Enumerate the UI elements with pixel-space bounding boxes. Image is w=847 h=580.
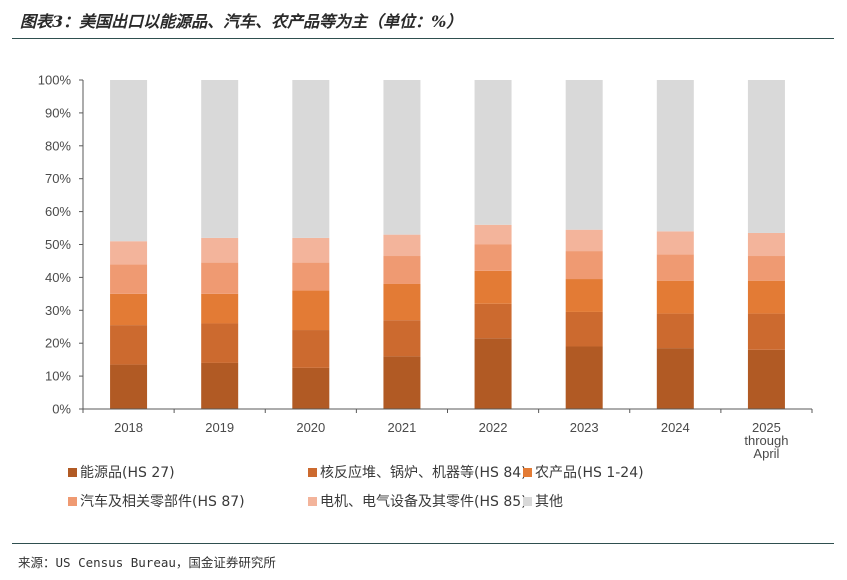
bar-segment — [656, 254, 694, 281]
legend-label: 汽车及相关零部件(HS 87) — [80, 494, 245, 510]
y-tick-label: 100% — [38, 73, 72, 88]
bar-segment — [747, 80, 785, 233]
y-tick-label: 60% — [45, 204, 71, 219]
legend-swatch — [68, 467, 77, 477]
legend-swatch — [523, 467, 532, 477]
y-tick-label: 80% — [45, 138, 71, 153]
legend-item: 汽车及相关零部件(HS 87) — [68, 491, 245, 511]
x-tick-label: 2022 — [479, 420, 508, 435]
bar-segment — [201, 80, 239, 238]
bar-segment — [565, 311, 603, 347]
bar-segment — [292, 262, 330, 291]
legend-label: 核反应堆、锅炉、机器等(HS 84) — [320, 465, 527, 481]
bar-segment — [565, 346, 603, 409]
bar-segment — [656, 80, 694, 232]
bar-segment — [383, 256, 421, 284]
x-tick-label: April — [753, 446, 779, 461]
y-tick-label: 20% — [45, 336, 71, 351]
bar-segment — [747, 313, 785, 350]
legend-item: 电机、电气设备及其零件(HS 85) — [308, 491, 527, 511]
bar-segment — [292, 80, 330, 238]
bar-segment — [201, 323, 239, 363]
y-tick-label: 90% — [45, 105, 71, 120]
bar-segment — [201, 293, 239, 324]
bar-segment — [565, 229, 603, 252]
x-tick-label: 2021 — [387, 420, 416, 435]
legend-label: 其他 — [535, 494, 563, 510]
bar-segment — [292, 290, 330, 331]
legend-label: 能源品(HS 27) — [80, 465, 175, 481]
bar-segment — [201, 237, 239, 263]
legend-swatch — [68, 496, 77, 506]
bar-segment — [110, 364, 148, 409]
bar-segment — [656, 280, 694, 314]
y-tick-label: 50% — [45, 237, 71, 252]
bar-segment — [110, 293, 148, 326]
x-tick-label: 2018 — [114, 420, 143, 435]
bar-segment — [383, 234, 421, 257]
legend-item: 其他 — [523, 491, 563, 511]
bar-segment — [383, 80, 421, 235]
bar-segment — [110, 241, 148, 265]
chart-title: 图表3：美国出口以能源品、汽车、农产品等为主（单位：%） — [20, 12, 463, 31]
legend-item: 核反应堆、锅炉、机器等(HS 84) — [308, 462, 527, 482]
x-tick-label: 2023 — [570, 420, 599, 435]
bar-segment — [565, 80, 603, 230]
bar-segment — [747, 232, 785, 257]
x-tick-label: 2019 — [205, 420, 234, 435]
bar-segment — [383, 356, 421, 409]
x-tick-label: 2020 — [296, 420, 325, 435]
y-tick-label: 0% — [52, 402, 71, 417]
legend-swatch — [523, 496, 532, 506]
bar-segment — [474, 80, 512, 225]
legend-swatch — [308, 496, 317, 506]
bar-segment — [474, 270, 512, 304]
legend-label: 电机、电气设备及其零件(HS 85) — [320, 494, 527, 510]
bar-segment — [292, 237, 330, 263]
bar-segment — [474, 224, 512, 245]
bar-segment — [110, 325, 148, 365]
bar-segment — [565, 251, 603, 280]
x-tick-label: 2024 — [661, 420, 690, 435]
bar-segment — [656, 313, 694, 349]
x-tick-label: 2025 — [752, 420, 781, 435]
legend-swatch — [308, 467, 317, 477]
bar-segment — [201, 362, 239, 409]
source-note: 来源：US Census Bureau，国金证券研究所 — [18, 555, 276, 570]
legend-item: 能源品(HS 27) — [68, 462, 175, 482]
bar-segment — [110, 264, 148, 294]
bar-segment — [292, 367, 330, 409]
bar-segment — [656, 231, 694, 255]
y-tick-label: 70% — [45, 171, 71, 186]
bar-segment — [201, 262, 239, 294]
bar-segment — [747, 280, 785, 314]
bar-segment — [747, 256, 785, 281]
y-tick-label: 30% — [45, 303, 71, 318]
bar-segment — [110, 80, 148, 242]
stacked-bar-chart: 0% 10% 20% 30% 40% 50% 60% 70% 80% 90% 100% 2018 201… — [38, 73, 813, 461]
legend-item: 农产品(HS 1-24) — [523, 462, 644, 482]
bar-segment — [747, 349, 785, 409]
top-rule — [12, 38, 834, 39]
bar-segment — [474, 303, 512, 339]
y-tick-label: 40% — [45, 270, 71, 285]
bottom-rule — [12, 543, 834, 544]
bar-segment — [383, 283, 421, 321]
x-tick-label: through — [744, 433, 788, 448]
y-tick-label: 10% — [45, 369, 71, 384]
bar-segment — [474, 244, 512, 271]
bar-segment — [656, 348, 694, 409]
bar-segment — [474, 338, 512, 409]
legend-label: 农产品(HS 1-24) — [535, 465, 644, 481]
bar-segment — [383, 320, 421, 357]
bar-segment — [565, 279, 603, 312]
bar-segment — [292, 330, 330, 368]
